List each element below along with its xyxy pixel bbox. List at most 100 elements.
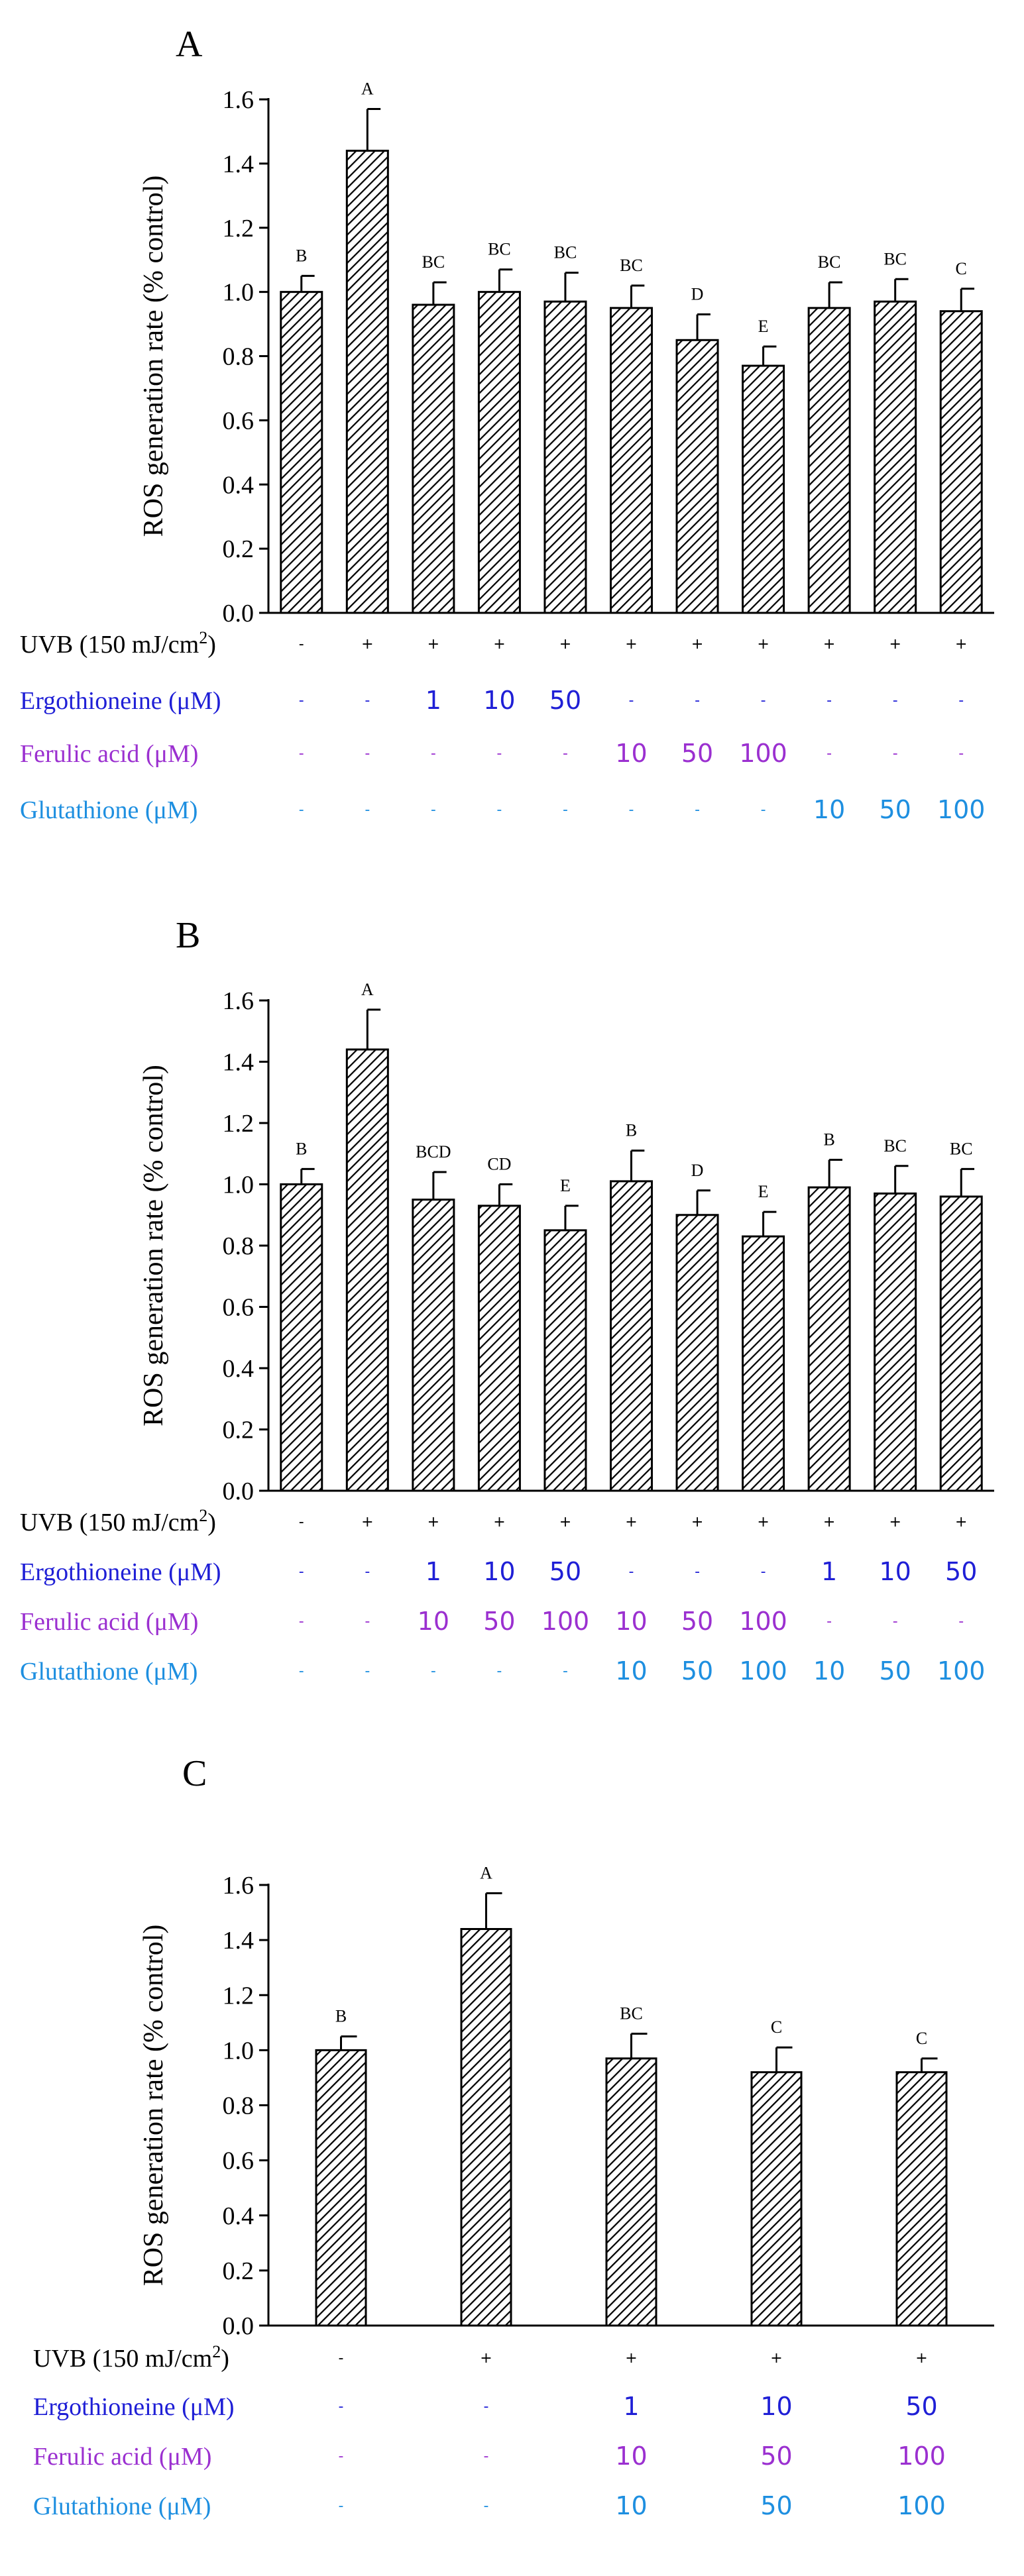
bar bbox=[874, 1192, 917, 1492]
treatment-cell: 100 bbox=[897, 2442, 946, 2471]
bar bbox=[874, 300, 917, 614]
treatment-cell: - bbox=[761, 802, 766, 818]
treatment-cell: + bbox=[823, 1514, 835, 1530]
y-tick-label: 1.4 bbox=[223, 1049, 255, 1077]
treatment-cell: - bbox=[484, 2448, 489, 2465]
y-tick-label: 0.8 bbox=[223, 2092, 255, 2120]
significance-letter: E bbox=[758, 1182, 769, 1201]
row-label: UVB (150 mJ/cm2) bbox=[20, 628, 216, 659]
y-tick-label: 1.0 bbox=[223, 1171, 255, 1199]
treatment-cell: - bbox=[563, 1663, 568, 1680]
row-label: UVB (150 mJ/cm2) bbox=[20, 1506, 216, 1536]
treatment-cell: - bbox=[365, 1663, 370, 1680]
treatment-cell: - bbox=[299, 1564, 304, 1580]
treatment-cell: 100 bbox=[937, 1656, 986, 1686]
significance-letter: BCD bbox=[416, 1142, 451, 1161]
significance-letter: E bbox=[560, 1176, 571, 1195]
treatment-cell: - bbox=[761, 692, 766, 709]
bar bbox=[895, 2071, 948, 2327]
treatment-cell: 10 bbox=[760, 2392, 792, 2421]
significance-letter: B bbox=[626, 1121, 637, 1140]
y-tick-label: 1.4 bbox=[223, 1927, 255, 1955]
treatment-cell: - bbox=[299, 1514, 304, 1530]
treatment-cell: - bbox=[365, 745, 370, 762]
y-tick-label: 0.8 bbox=[223, 343, 255, 371]
treatment-cell: - bbox=[695, 692, 700, 709]
y-tick-label: 0.0 bbox=[223, 1477, 255, 1505]
treatment-cell: 1 bbox=[426, 1557, 441, 1586]
treatment-cell: - bbox=[299, 1613, 304, 1630]
bar bbox=[477, 291, 521, 614]
treatment-cell: - bbox=[563, 802, 568, 818]
treatment-cell: 10 bbox=[615, 1607, 647, 1636]
treatment-cell: 50 bbox=[760, 2491, 792, 2520]
treatment-cell: 50 bbox=[681, 1656, 713, 1686]
y-tick-label: 0.2 bbox=[223, 2257, 255, 2285]
treatment-cell: - bbox=[958, 1613, 964, 1630]
treatment-cell: + bbox=[955, 636, 967, 653]
y-tick-label: 1.6 bbox=[223, 86, 255, 114]
treatment-cell: 10 bbox=[483, 1557, 515, 1586]
treatment-cell: + bbox=[493, 1514, 505, 1530]
treatment-cell: - bbox=[365, 1564, 370, 1580]
treatment-cell: - bbox=[484, 2498, 489, 2514]
treatment-cell: 50 bbox=[549, 1557, 581, 1586]
significance-letter: D bbox=[691, 285, 704, 304]
y-tick-label: 1.0 bbox=[223, 279, 255, 307]
chart-panel-c: C 0.0 0.2 0.4 0.6 0.8 1.0 1.2 1.4 1.6 ROS generati… bbox=[33, 1753, 994, 2520]
y-tick-label: 0.0 bbox=[223, 2312, 255, 2340]
treatment-cell: - bbox=[695, 802, 700, 818]
treatment-cell: 10 bbox=[615, 2442, 647, 2471]
treatment-cell: + bbox=[559, 1514, 571, 1530]
treatment-cell: - bbox=[629, 802, 634, 818]
bar bbox=[675, 1214, 719, 1492]
significance-letter: E bbox=[758, 317, 769, 336]
treatment-cell: + bbox=[625, 636, 637, 653]
significance-letter: BC bbox=[620, 256, 643, 275]
chart-panel-b: B 0.0 0.2 0.4 0.6 0.8 1.0 1.2 1.4 1.6 ROS generati… bbox=[20, 915, 994, 1686]
treatment-cell: - bbox=[695, 1564, 700, 1580]
treatment-cell: + bbox=[625, 2350, 637, 2367]
treatment-cell: - bbox=[826, 692, 832, 709]
row-label: Ferulic acid (μM) bbox=[20, 1608, 198, 1636]
bar bbox=[280, 291, 323, 614]
treatment-cell: - bbox=[339, 2398, 344, 2415]
treatment-cell: + bbox=[770, 2350, 782, 2367]
treatment-cell: 10 bbox=[418, 1607, 449, 1636]
treatment-cell: 100 bbox=[739, 739, 787, 768]
bar bbox=[807, 1186, 851, 1492]
significance-letter: BC bbox=[950, 1139, 973, 1158]
treatment-cell: + bbox=[625, 1514, 637, 1530]
treatment-cell: - bbox=[496, 1663, 502, 1680]
treatment-cell: 50 bbox=[483, 1607, 515, 1636]
treatment-cell: 1 bbox=[623, 2392, 639, 2421]
row-label: Glutathione (μM) bbox=[20, 1658, 198, 1686]
treatment-cell: + bbox=[757, 636, 769, 653]
significance-letter: B bbox=[335, 2007, 347, 2026]
treatment-cell: 10 bbox=[880, 1557, 911, 1586]
treatment-cell: 10 bbox=[615, 739, 647, 768]
row-label: Ergothioneine (μM) bbox=[33, 2393, 235, 2421]
treatment-cell: 50 bbox=[681, 1607, 713, 1636]
bar bbox=[315, 2049, 367, 2327]
treatment-cell: + bbox=[915, 2350, 927, 2367]
treatment-cell: + bbox=[427, 636, 439, 653]
significance-letter: B bbox=[823, 1130, 834, 1150]
chart-panel-a: A 0.0 0.2 0.4 0.6 0.8 1.0 1.2 1.4 1.6 ROS generati… bbox=[20, 24, 994, 824]
significance-letter: BC bbox=[818, 252, 841, 272]
bar bbox=[610, 307, 653, 614]
y-axis-label: ROS generation rate (% control) bbox=[139, 176, 169, 537]
treatment-cell: + bbox=[757, 1514, 769, 1530]
bar bbox=[605, 2057, 657, 2327]
y-tick-label: 0.6 bbox=[223, 1294, 255, 1322]
row-label: Ergothioneine (μM) bbox=[20, 687, 221, 715]
y-tick-label: 1.0 bbox=[223, 2037, 255, 2065]
treatment-cell: 10 bbox=[813, 795, 845, 824]
treatment-cell: 50 bbox=[880, 795, 911, 824]
row-label: Glutathione (μM) bbox=[20, 796, 198, 824]
bar bbox=[939, 310, 983, 614]
y-tick-label: 0.4 bbox=[223, 471, 255, 499]
y-tick-label: 0.0 bbox=[223, 600, 255, 627]
treatment-cell: - bbox=[563, 745, 568, 762]
panel-label: C bbox=[182, 1753, 207, 1794]
